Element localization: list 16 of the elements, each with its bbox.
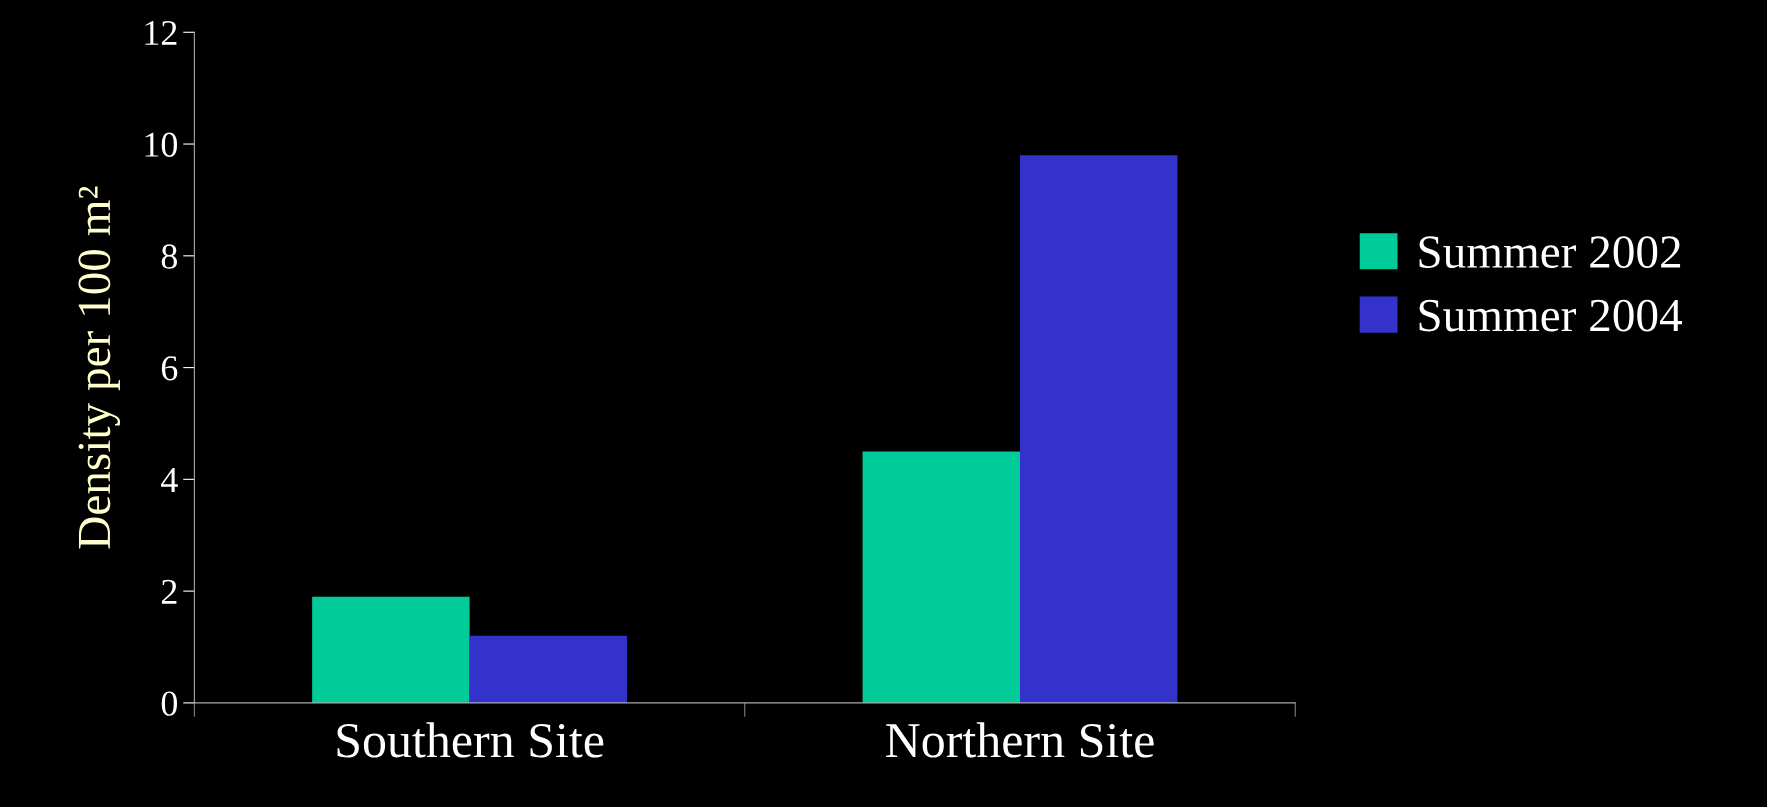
y-tick-label: 12	[145, 20, 177, 45]
y-tick-label: 2	[161, 579, 177, 604]
legend-label: Summer 2004	[1419, 299, 1682, 332]
y-tick-label: 0	[161, 691, 178, 716]
y-axis-title: Density per 100 m²	[78, 186, 121, 549]
y-tick-label: 10	[145, 132, 178, 157]
y-tick-label: 8	[161, 244, 178, 269]
bar	[469, 635, 627, 703]
y-tick-label: 4	[161, 468, 178, 492]
legend-label: Summer 2002	[1419, 236, 1681, 269]
x-tick-label: Northern Site	[886, 722, 1154, 758]
y-tick-label: 6	[161, 356, 178, 381]
bar	[1020, 155, 1178, 703]
x-tick-label: Southern Site	[337, 722, 604, 758]
bar	[312, 596, 470, 703]
bar	[862, 451, 1020, 703]
